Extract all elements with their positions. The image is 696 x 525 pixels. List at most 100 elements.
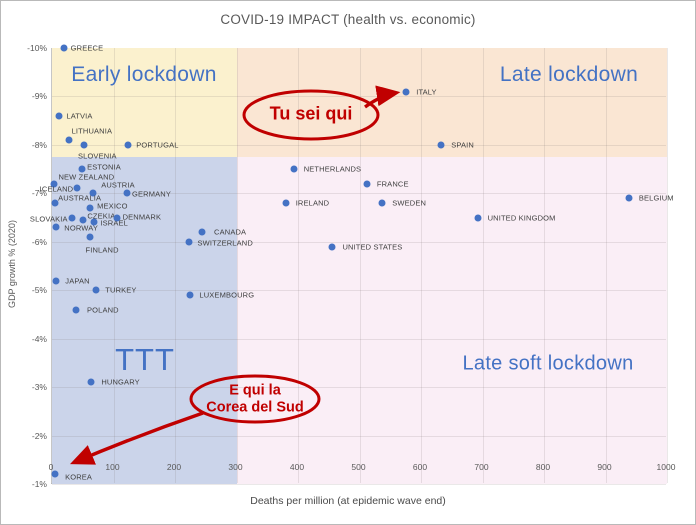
y-tick--4%: -4% [31,333,47,344]
point-israel [90,218,98,226]
point-japan [52,277,60,285]
point-label-portugal: PORTUGAL [136,140,179,150]
point-united-kingdom [474,214,482,222]
x-tick-0: 0 [48,462,54,472]
point-label-israel: ISRAEL [100,218,129,228]
x-axis-title: Deaths per million (at epidemic wave end… [250,495,446,507]
quadrant-label-early-lockdown: Early lockdown [71,63,217,86]
point-germany [123,189,131,197]
point-label-latvia: LATVIA [66,111,93,121]
point-lithuania [65,136,73,144]
x-tick-200: 200 [166,462,182,472]
quadrant-label-ttt: TTT [115,342,175,377]
point-netherlands [290,165,298,173]
gridline-v-300 [236,48,238,483]
x-tick-300: 300 [228,462,243,472]
point-label-norway: NORWAY [64,223,98,233]
point-label-switzerland: SWITZERLAND [197,238,253,248]
point-greece [60,44,68,52]
point-label-mexico: MEXICO [97,201,128,211]
point-label-slovenia: SLOVENIA [77,151,117,161]
quadrant-label-late-soft-lockdown: Late soft lockdown [462,352,634,375]
point-label-lithuania: LITHUANIA [71,126,113,136]
y-tick--6%: -6% [31,236,47,247]
point-australia [51,199,59,207]
point-label-netherlands: NETHERLANDS [303,164,362,174]
point-spain [437,141,445,149]
point-finland [86,233,93,241]
point-label-germany: GERMANY [132,189,171,199]
point-austria [89,189,97,197]
point-canada [198,228,206,236]
you-are-here-label: Tu sei qui [269,103,353,124]
point-turkey [92,286,100,294]
point-label-luxembourg: LUXEMBOURG [199,290,255,300]
point-label-finland: FINLAND [85,245,119,255]
point-label-france: FRANCE [376,179,409,189]
y-tick--1%: -1% [31,479,47,489]
point-luxembourg [186,291,194,299]
x-tick-400: 400 [289,462,305,472]
y-tick--10%: -10% [27,43,47,53]
y-tick--5%: -5% [31,285,47,296]
gridline-h--2% [52,435,666,437]
x-tick-700: 700 [474,462,489,472]
gridline-v-700 [482,48,484,483]
point-label-canada: CANADA [214,227,247,237]
point-italy [402,88,410,96]
x-tick-800: 800 [535,462,551,472]
gridline-v-200 [175,48,176,483]
gridline-h--4% [52,338,666,340]
x-tick-900: 900 [597,462,612,472]
gridline-v-400 [298,48,299,483]
point-slovenia [80,141,88,149]
point-label-iceland: ICELAND [39,184,74,194]
point-switzerland [185,238,193,246]
gridline-h--3% [52,387,666,389]
quadrant-label-late-lockdown: Late lockdown [499,63,639,86]
point-label-slovakia: SLOVAKIA [29,214,68,224]
point-norway [52,223,60,231]
point-label-japan: JAPAN [65,276,90,286]
korea-note-label: E qui la Corea del Sud [206,383,304,416]
point-estonia [78,165,86,173]
chart-title: COVID-19 IMPACT (health vs. economic) [220,12,476,27]
gridline-h--8% [52,144,666,146]
gridline-v-100 [113,48,115,483]
x-tick-100: 100 [105,462,120,472]
point-label-ireland: IRELAND [295,198,330,208]
point-latvia [55,112,63,120]
point-label-united-kingdom: UNITED KINGDOM [487,213,556,223]
korea-note-line1: E qui la [229,382,281,399]
quadrant-early-lockdown [52,48,237,157]
point-label-united-states: UNITED STATES [342,242,403,252]
point-korea [51,470,59,478]
gridline-v-900 [605,48,607,483]
point-label-australia: AUSTRALIA [58,193,102,203]
point-label-sweden: SWEDEN [392,198,427,208]
point-label-belgium: BELGIUM [638,193,674,203]
point-denmark [113,214,121,222]
point-slovakia [68,214,76,222]
point-france [363,180,371,188]
x-tick-500: 500 [351,462,366,472]
quadrant-late-soft-lockdown [236,157,667,484]
point-ireland [282,199,290,207]
point-label-estonia: ESTONIA [87,162,121,172]
point-label-austria: AUSTRIA [101,180,135,190]
y-tick--2%: -2% [31,430,47,441]
x-tick-600: 600 [412,462,428,472]
point-label-italy: ITALY [416,87,437,97]
korea-note-line2: Corea del Sud [206,399,304,415]
gridline-v-800 [544,48,545,483]
gridline-v-600 [421,48,422,483]
gridline-v-500 [359,48,361,483]
point-portugal [124,141,132,149]
gridline-v-1000 [667,48,668,483]
y-tick--7%: -7% [31,188,47,199]
point-new-zealand [50,180,58,188]
point-label-korea: KOREA [65,472,93,482]
point-sweden [378,199,386,207]
gridline-h--6% [52,241,666,243]
